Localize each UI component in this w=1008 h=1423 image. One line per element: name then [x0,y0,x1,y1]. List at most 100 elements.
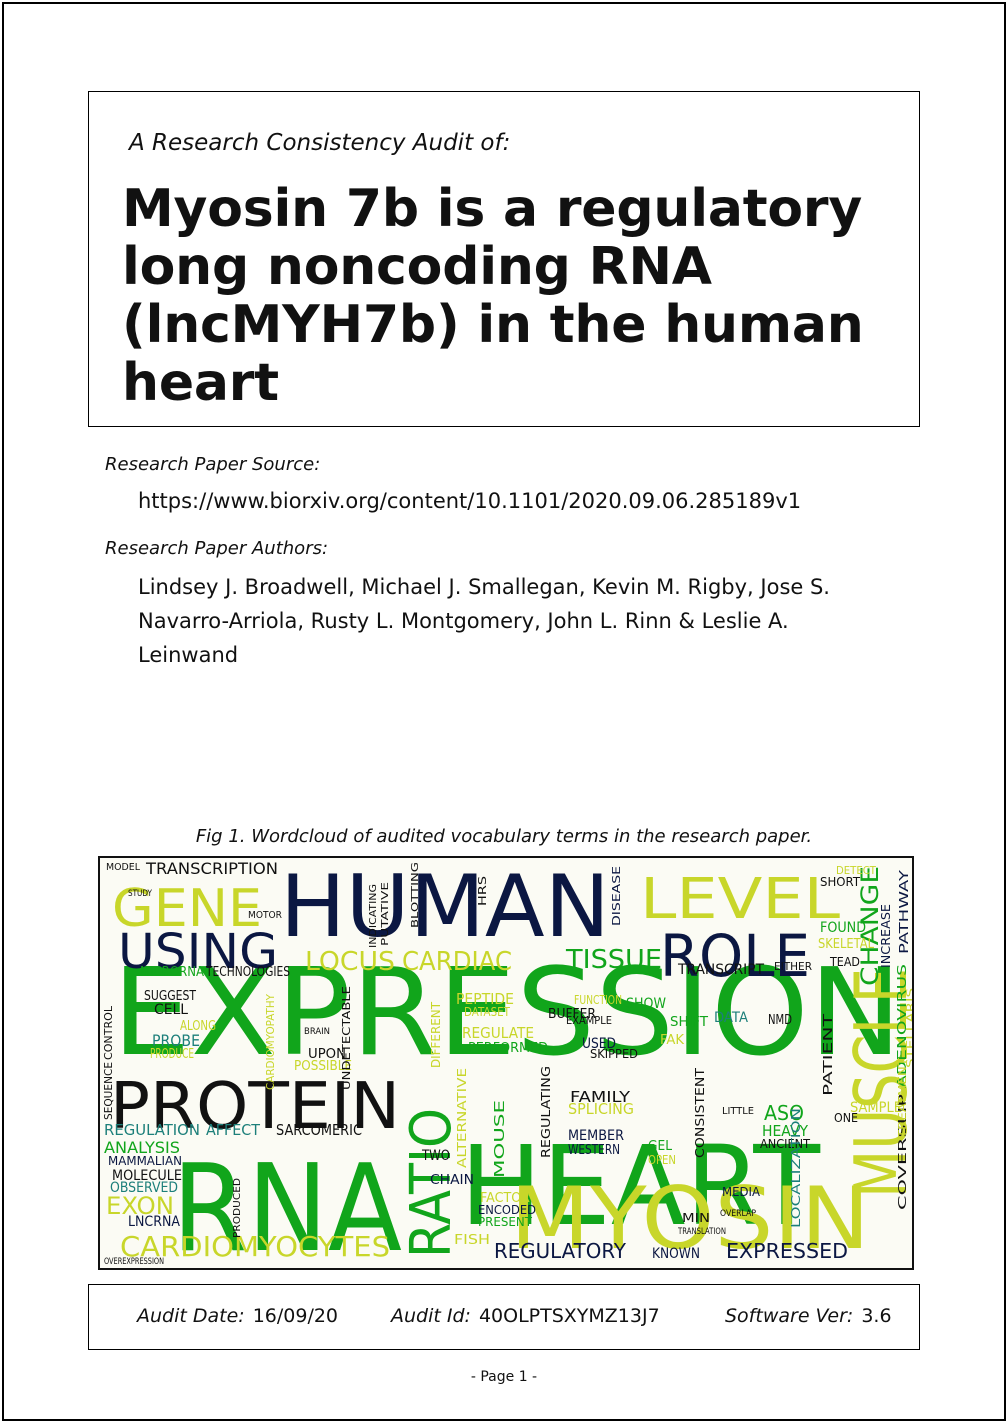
cloud-word-encoded: ENCODED [478,1203,536,1217]
cloud-word-translation: TRANSLATION [677,1227,726,1237]
cloud-word-known: KNOWN [652,1246,700,1262]
cloud-word-putative: PUTATIVE [380,882,391,946]
cloud-word-level: LEVEL [640,867,840,932]
audit-id: Audit Id: 40OLPTSXYMZ13J7 [391,1305,660,1327]
cloud-word-sequence: SEQUENCE [102,1062,115,1120]
figure-caption: Fig 1. Wordcloud of audited vocabulary t… [195,826,813,847]
cloud-word-brain: BRAIN [304,1027,330,1037]
cloud-word-one: ONE [834,1111,858,1125]
cloud-word-gel: GEL [648,1139,673,1154]
cloud-word-two: TWO [421,1148,450,1164]
cloud-word-observed: OBSERVED [110,1180,178,1196]
cloud-word-fish: FISH [454,1233,490,1248]
cloud-word-different: DIFFERENT [429,1001,443,1068]
software-label: Software Ver: [725,1305,854,1327]
authors-label: Research Paper Authors: [105,538,329,559]
cloud-word-fak: FAK [660,1033,684,1048]
cloud-word-example: EXAMPLE [566,1014,612,1027]
cloud-word-buffer: BUFFER [548,1007,596,1022]
software-value: 3.6 [861,1305,892,1327]
cloud-word-skipped: SKIPPED [590,1047,638,1061]
cloud-word-open: OPEN [648,1153,676,1167]
cloud-word-blotting: BLOTTING [410,862,421,928]
cloud-word-motor: MOTOR [248,910,282,921]
cloud-word-analysis: ANALYSIS [104,1138,180,1157]
cloud-word-cell: CELL [154,1002,188,1018]
cloud-word-dataset: DATASET [464,1005,511,1019]
cloud-word-found: FOUND [820,920,866,936]
cloud-word-ancient: ANCIENT [760,1137,811,1151]
source-label: Research Paper Source: [105,454,321,475]
cloud-word-cardiac: CARDIAC [402,947,512,977]
cloud-word-hrs: HRS [476,876,489,906]
cloud-word-tissue: TISSUE [565,945,662,975]
title-box: A Research Consistency Audit of: Myosin … [88,91,920,427]
cloud-word-indicating: INDICATING [368,884,379,948]
cloud-word-overexpression: OVEREXPRESSION [104,1257,164,1267]
wordcloud: EXPRESSION HUMAN HEART RNA PROTEIN MYOSIN GENE… [98,856,914,1270]
cloud-word-along: ALONG [180,1019,216,1034]
cloud-word-locus: LOCUS [305,947,395,977]
cloud-word-cardiomyocytes: CARDIOMYOCYTES [120,1230,390,1263]
cloud-word-splicing: SPLICING [568,1100,634,1118]
cloud-word-role: ROLE [660,922,810,990]
cloud-word-overlap: OVERLAP [720,1209,756,1219]
cloud-word-myosin: MYOSIN [510,1169,870,1268]
cloud-word-mouse: MOUSE [493,1100,508,1178]
cloud-word-protein: PROTEIN [110,1070,400,1144]
cloud-word-undetectable: UNDETECTABLE [340,986,353,1090]
cloud-word-aso: ASO [764,1101,804,1125]
source-url[interactable]: https://www.biorxiv.org/content/10.1101/… [138,489,802,513]
cloud-word-study: STUDY [128,889,152,899]
cloud-word-chain: CHAIN [430,1173,474,1188]
cloud-word-media: MEDIA [722,1185,761,1199]
cloud-word-heavy: HEAVY [762,1122,809,1140]
cloud-word-used: USED [582,1036,616,1052]
cloud-word-expression: EXPRESSION [112,944,902,1083]
cloud-word-lncrna: LNCRNA [128,1214,180,1230]
cloud-word-microrna: MICRORNA [140,965,204,980]
cloud-word-regulating: REGULATING [539,1066,553,1158]
cloud-word-localization: LOCALIZATION [789,1108,803,1228]
cloud-word-pathway: PATHWAY [897,869,911,954]
cloud-word-technologies: TECHNOLOGIES [205,965,290,980]
cloud-word-peptide: PEPTIDE [456,990,514,1008]
cloud-word-rna: RNA [172,1140,402,1268]
audit-id-value: 40OLPTSXYMZ13J7 [478,1305,660,1327]
authors-list: Lindsey J. Broadwell, Michael J. Smalleg… [138,575,830,667]
cloud-word-expressed: EXPRESSED [726,1239,848,1263]
cloud-word-probe: PROBE [152,1031,200,1050]
cloud-word-exon: EXON [106,1192,174,1220]
cloud-word-produced: PRODUCED [232,1178,243,1238]
cloud-word-factor: FACTOR [480,1191,530,1206]
cloud-word-produce: PRODUCE [150,1047,194,1062]
paper-title: Myosin 7b is a regulatory long noncoding… [122,179,864,413]
cloud-word-model: MODEL [106,862,140,873]
cloud-word-either: EITHER [774,960,812,973]
audit-date: Audit Date: 16/09/20 [137,1305,338,1327]
cloud-word-transcription: TRANSCRIPTION [145,859,278,878]
cloud-word-western: WESTERN [568,1143,620,1158]
cloud-word-min: MIN [682,1211,710,1225]
footer-box: Audit Date: 16/09/20 Audit Id: 40OLPTSXYMZ… [88,1284,920,1350]
cloud-word-regulatory: REGULATORY [494,1239,627,1263]
cloud-word-muscle: MUSCLE [839,968,912,1198]
cloud-word-member: MEMBER [568,1128,624,1144]
cloud-word-sarcomeric: SARCOMERIC [276,1121,362,1139]
cloud-word-change: CHANGE [856,866,884,986]
audit-id-label: Audit Id: [391,1305,471,1327]
cloud-word-adenovirus: ADENOVIRUS [895,964,909,1088]
cloud-word-detect: DETECT [836,864,876,877]
cloud-word-skeletal: SKELETAL [818,937,875,952]
cloud-word-possible: POSSIBLE [294,1059,352,1074]
cloud-word-mammalian: MAMMALIAN [108,1154,182,1168]
cloud-word-show: SHOW [626,996,666,1012]
cloud-word-data: DATA [714,1010,748,1026]
cloud-word-alternative: ALTERNATIVE [455,1068,469,1168]
cloud-word-ratio: RATIO [399,1108,464,1258]
cloud-word-increase: INCREASE [879,904,893,968]
audit-date-value: 16/09/20 [252,1305,339,1327]
cloud-word-gene: GENE [112,879,262,939]
